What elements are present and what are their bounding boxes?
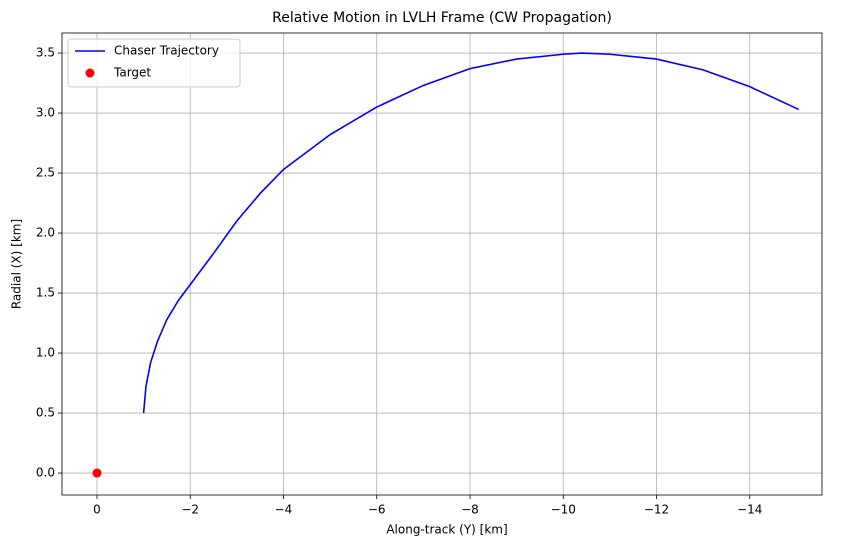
chart-title: Relative Motion in LVLH Frame (CW Propag… <box>272 10 612 26</box>
trajectory-line <box>142 52 800 414</box>
legend-marker <box>85 68 95 78</box>
x-tick-label: −8 <box>461 503 479 517</box>
target-marker <box>92 468 102 478</box>
x-tick-label: −4 <box>275 503 293 517</box>
y-tick-label: 1.5 <box>36 286 55 300</box>
y-tick-label: 1.0 <box>36 346 55 360</box>
x-tick-label: −10 <box>551 503 576 517</box>
x-axis-label: Along-track (Y) [km] <box>386 523 507 537</box>
x-tick-label: 0 <box>93 503 101 517</box>
legend-box <box>67 38 241 88</box>
y-tick-label: 0.5 <box>36 406 55 420</box>
x-tick-label: −14 <box>737 503 762 517</box>
y-tick-label: 3.0 <box>36 106 55 120</box>
legend-label: Target <box>113 66 151 80</box>
x-tick-label: −6 <box>368 503 386 517</box>
y-tick-label: 3.5 <box>36 46 55 60</box>
x-tick-label: −2 <box>181 503 199 517</box>
legend-label: Chaser Trajectory <box>114 44 219 58</box>
y-tick-label: 2.5 <box>36 166 55 180</box>
x-tick-label: −12 <box>644 503 669 517</box>
y-axis-label: Radial (X) [km] <box>10 219 24 309</box>
plot-frame <box>61 32 823 496</box>
y-tick-label: 0.0 <box>36 466 55 480</box>
y-tick-label: 2.0 <box>36 226 55 240</box>
